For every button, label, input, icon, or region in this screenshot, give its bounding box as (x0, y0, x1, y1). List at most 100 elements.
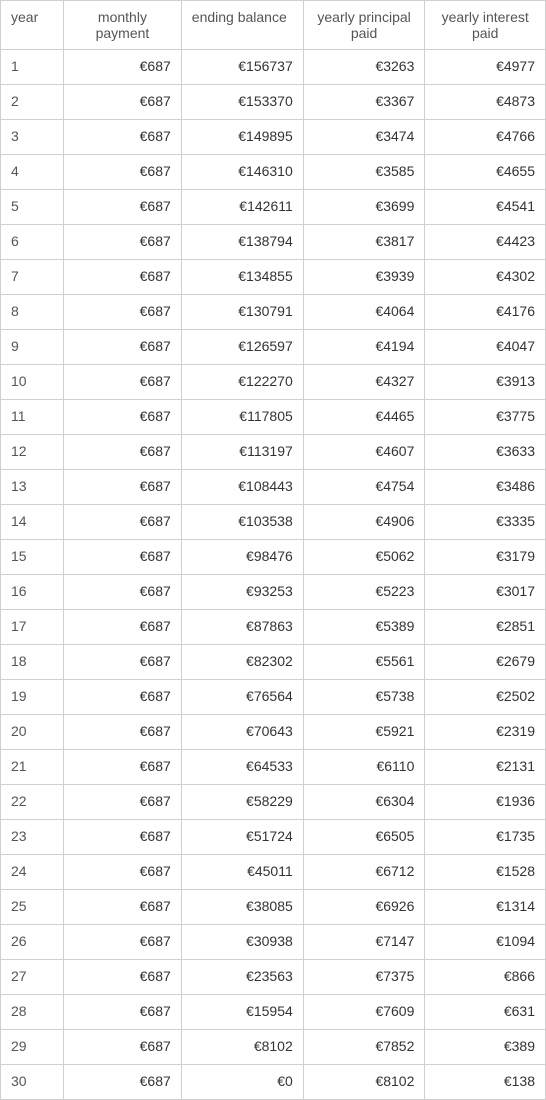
cell-yearly-principal-paid: €5561 (303, 645, 425, 680)
cell-ending-balance: €87863 (181, 610, 303, 645)
cell-monthly-payment: €687 (64, 960, 182, 995)
cell-monthly-payment: €687 (64, 610, 182, 645)
cell-yearly-interest-paid: €4766 (425, 120, 546, 155)
cell-monthly-payment: €687 (64, 715, 182, 750)
cell-yearly-interest-paid: €3913 (425, 365, 546, 400)
cell-ending-balance: €156737 (181, 50, 303, 85)
cell-year: 13 (1, 470, 64, 505)
table-row: 18€687€82302€5561€2679 (1, 645, 546, 680)
cell-year: 27 (1, 960, 64, 995)
cell-monthly-payment: €687 (64, 295, 182, 330)
cell-monthly-payment: €687 (64, 400, 182, 435)
cell-monthly-payment: €687 (64, 190, 182, 225)
table-row: 10€687€122270€4327€3913 (1, 365, 546, 400)
cell-yearly-principal-paid: €4327 (303, 365, 425, 400)
cell-ending-balance: €103538 (181, 505, 303, 540)
table-row: 25€687€38085€6926€1314 (1, 890, 546, 925)
cell-yearly-interest-paid: €4873 (425, 85, 546, 120)
cell-ending-balance: €122270 (181, 365, 303, 400)
cell-yearly-principal-paid: €5062 (303, 540, 425, 575)
cell-year: 16 (1, 575, 64, 610)
cell-monthly-payment: €687 (64, 225, 182, 260)
cell-year: 30 (1, 1065, 64, 1100)
cell-ending-balance: €51724 (181, 820, 303, 855)
cell-yearly-interest-paid: €4302 (425, 260, 546, 295)
cell-yearly-principal-paid: €3367 (303, 85, 425, 120)
cell-yearly-interest-paid: €2502 (425, 680, 546, 715)
cell-monthly-payment: €687 (64, 785, 182, 820)
cell-monthly-payment: €687 (64, 1065, 182, 1100)
cell-monthly-payment: €687 (64, 435, 182, 470)
table-row: 11€687€117805€4465€3775 (1, 400, 546, 435)
cell-yearly-principal-paid: €5921 (303, 715, 425, 750)
cell-monthly-payment: €687 (64, 50, 182, 85)
cell-yearly-principal-paid: €3474 (303, 120, 425, 155)
cell-monthly-payment: €687 (64, 750, 182, 785)
table-row: 20€687€70643€5921€2319 (1, 715, 546, 750)
cell-ending-balance: €117805 (181, 400, 303, 435)
cell-yearly-interest-paid: €4423 (425, 225, 546, 260)
table-row: 16€687€93253€5223€3017 (1, 575, 546, 610)
cell-year: 18 (1, 645, 64, 680)
cell-year: 2 (1, 85, 64, 120)
cell-monthly-payment: €687 (64, 890, 182, 925)
cell-monthly-payment: €687 (64, 680, 182, 715)
table-row: 4€687€146310€3585€4655 (1, 155, 546, 190)
cell-yearly-interest-paid: €866 (425, 960, 546, 995)
cell-year: 6 (1, 225, 64, 260)
header-year: year (1, 1, 64, 50)
cell-yearly-principal-paid: €7609 (303, 995, 425, 1030)
cell-ending-balance: €38085 (181, 890, 303, 925)
table-row: 30€687€0€8102€138 (1, 1065, 546, 1100)
cell-monthly-payment: €687 (64, 820, 182, 855)
cell-yearly-interest-paid: €3486 (425, 470, 546, 505)
table-row: 28€687€15954€7609€631 (1, 995, 546, 1030)
cell-yearly-principal-paid: €5389 (303, 610, 425, 645)
cell-yearly-interest-paid: €2319 (425, 715, 546, 750)
cell-yearly-principal-paid: €4064 (303, 295, 425, 330)
cell-ending-balance: €15954 (181, 995, 303, 1030)
cell-yearly-interest-paid: €4176 (425, 295, 546, 330)
table-row: 6€687€138794€3817€4423 (1, 225, 546, 260)
cell-yearly-principal-paid: €7375 (303, 960, 425, 995)
cell-yearly-interest-paid: €1528 (425, 855, 546, 890)
table-row: 17€687€87863€5389€2851 (1, 610, 546, 645)
cell-yearly-interest-paid: €3179 (425, 540, 546, 575)
cell-yearly-interest-paid: €2851 (425, 610, 546, 645)
cell-ending-balance: €146310 (181, 155, 303, 190)
cell-ending-balance: €30938 (181, 925, 303, 960)
cell-ending-balance: €153370 (181, 85, 303, 120)
cell-yearly-interest-paid: €3633 (425, 435, 546, 470)
cell-monthly-payment: €687 (64, 575, 182, 610)
table-row: 24€687€45011€6712€1528 (1, 855, 546, 890)
cell-year: 28 (1, 995, 64, 1030)
cell-yearly-principal-paid: €4194 (303, 330, 425, 365)
cell-year: 1 (1, 50, 64, 85)
cell-yearly-interest-paid: €631 (425, 995, 546, 1030)
cell-yearly-interest-paid: €3775 (425, 400, 546, 435)
cell-year: 15 (1, 540, 64, 575)
cell-yearly-principal-paid: €6712 (303, 855, 425, 890)
cell-monthly-payment: €687 (64, 470, 182, 505)
cell-ending-balance: €82302 (181, 645, 303, 680)
table-row: 8€687€130791€4064€4176 (1, 295, 546, 330)
cell-year: 5 (1, 190, 64, 225)
table-body: 1€687€156737€3263€49772€687€153370€3367€… (1, 50, 546, 1100)
cell-ending-balance: €138794 (181, 225, 303, 260)
header-yearly-interest-paid: yearly interest paid (425, 1, 546, 50)
table-row: 22€687€58229€6304€1936 (1, 785, 546, 820)
cell-ending-balance: €108443 (181, 470, 303, 505)
cell-year: 12 (1, 435, 64, 470)
cell-year: 19 (1, 680, 64, 715)
header-yearly-principal-paid: yearly principal paid (303, 1, 425, 50)
cell-ending-balance: €130791 (181, 295, 303, 330)
cell-yearly-interest-paid: €4977 (425, 50, 546, 85)
cell-yearly-principal-paid: €4906 (303, 505, 425, 540)
table-row: 7€687€134855€3939€4302 (1, 260, 546, 295)
cell-yearly-interest-paid: €1735 (425, 820, 546, 855)
header-row: year monthly payment ending balance year… (1, 1, 546, 50)
cell-year: 23 (1, 820, 64, 855)
cell-year: 22 (1, 785, 64, 820)
cell-yearly-interest-paid: €2679 (425, 645, 546, 680)
cell-ending-balance: €134855 (181, 260, 303, 295)
